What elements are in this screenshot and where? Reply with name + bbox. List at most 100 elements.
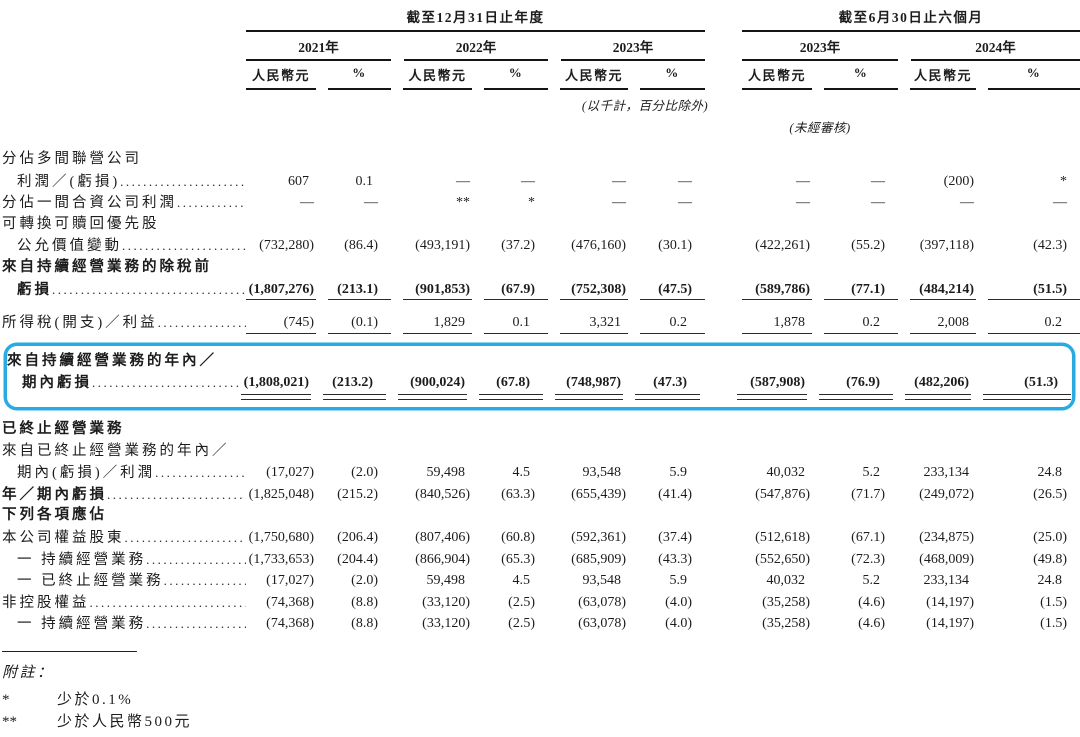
section-header-row: 下列各項應佔 — [2, 505, 1078, 527]
row-label: 公允價值變動 — [2, 235, 246, 257]
value-h1-2023-rmb: 40,032 — [766, 465, 806, 481]
value-h1-2023-rmb: — — [796, 195, 810, 211]
column-gap — [705, 462, 742, 484]
row-label: 已終止經營業務 — [2, 420, 125, 437]
value-h1-2024-rmb: (468,009) — [919, 551, 974, 567]
value-fy2023-pct: (30.1) — [658, 238, 692, 254]
year-2023-header: 2023年 — [561, 32, 705, 61]
value-h1-2023-pct: (77.1) — [812, 279, 898, 301]
value-h1-2024-pct: (26.5) — [1033, 486, 1067, 502]
dot-leader — [122, 235, 246, 257]
value-fy2022-rmb: 1,829 — [391, 312, 472, 334]
value-fy2021-pct: (8.8) — [351, 594, 378, 610]
currency-unit-header: 人民幣元 — [246, 61, 316, 90]
value-h1-2023-pct: (67.1) — [851, 529, 885, 545]
table-row: 分佔多間聯營公司 — [2, 149, 1078, 171]
value-fy2021-rmb: — — [300, 195, 314, 211]
row-label: 利潤／(虧損) — [2, 171, 246, 193]
row-label: 來自持續經營業務的除稅前 — [2, 258, 212, 275]
value-fy2023-pct: (41.4) — [658, 486, 692, 502]
row-label: 分佔一間合資公司利潤 — [2, 192, 246, 214]
value-h1-2024-rmb: (14,197) — [926, 594, 974, 610]
value-fy2023-pct: (43.3) — [658, 551, 692, 567]
value-fy2022-rmb: (33,120) — [422, 616, 470, 632]
value-fy2023-pct: (4.0) — [665, 616, 692, 632]
value-h1-2024-rmb: 2,008 — [898, 312, 976, 334]
value-fy2021-rmb: (732,280) — [259, 238, 314, 254]
row-label: 所得稅(開支)／利益 — [2, 312, 246, 334]
value-fy2022-pct: (67.9) — [472, 279, 548, 301]
row-label: 期內(虧損)／利潤 — [2, 462, 246, 484]
value-h1-2023-rmb: 1,878 — [742, 312, 812, 334]
dot-leader — [120, 171, 246, 193]
value-fy2021-rmb: (745) — [246, 312, 316, 334]
annual-period-group-title: 截至12月31日止年度 — [246, 6, 705, 32]
value-fy2022-pct: — — [521, 173, 535, 189]
column-gap — [705, 527, 742, 549]
value-h1-2024-rmb: (484,214) — [898, 279, 976, 301]
value-fy2023-rmb: (752,308) — [548, 279, 628, 301]
value-h1-2024-pct: (1.5) — [1040, 616, 1067, 632]
footnote-item: * 少於0.1% — [2, 689, 1078, 711]
row-label: 本公司權益股東 — [2, 527, 246, 549]
value-h1-2023-pct: 0.2 — [812, 312, 898, 334]
value-h1-2024-rmb: (397,118) — [919, 238, 974, 254]
value-h1-2024-rmb: 233,134 — [923, 465, 970, 481]
value-fy2021-rmb: (17,027) — [266, 573, 314, 589]
value-fy2022-rmb: (33,120) — [422, 594, 470, 610]
value-fy2022-pct: (37.2) — [501, 238, 535, 254]
value-h1-2023-pct: (4.6) — [858, 616, 885, 632]
value-fy2023-rmb: 93,548 — [582, 573, 622, 589]
value-h1-2023-rmb: (35,258) — [762, 594, 810, 610]
footnote-marker: ** — [2, 713, 17, 730]
unaudited-note-row: (未經審核) — [2, 114, 1078, 136]
column-gap — [705, 484, 742, 506]
value-h1-2024-pct: * — [1060, 173, 1067, 189]
value-fy2021-pct: (213.2) — [311, 372, 386, 400]
table-row: 一 已終止經營業務 (17,027) (2.0) 59,498 4.5 93,548 5.9… — [2, 570, 1078, 592]
value-h1-2024-pct: — — [1053, 195, 1067, 211]
value-fy2023-rmb: — — [612, 195, 626, 211]
table-row: 來自持續經營業務的年內／ — [7, 351, 1072, 373]
value-fy2023-rmb: (476,160) — [571, 238, 626, 254]
table-row: 所得稅(開支)／利益(745)(0.1)1,8290.13,3210.21,87… — [2, 312, 1080, 334]
row-label: 來自持續經營業務的年內／ — [7, 352, 217, 369]
column-gap — [705, 570, 742, 592]
dot-leader — [52, 279, 246, 301]
year-2022-header: 2022年 — [404, 32, 548, 61]
value-fy2023-pct: (47.3) — [623, 372, 700, 400]
value-h1-2023-rmb: — — [796, 173, 810, 189]
value-h1-2024-pct: (42.3) — [1033, 238, 1067, 254]
table-row: 年／期內虧損(1,825,048) (215.2) (840,526) (63.3) (… — [2, 484, 1078, 506]
column-gap — [705, 279, 742, 301]
value-fy2022-rmb: 59,498 — [426, 465, 466, 481]
value-fy2022-rmb: (900,024) — [386, 372, 467, 400]
value-fy2022-pct: 0.1 — [472, 312, 548, 334]
row-label: 可轉換可贖回優先股 — [2, 215, 160, 232]
row-label: 來自已終止經營業務的年內／ — [2, 442, 230, 459]
dot-leader — [146, 613, 246, 635]
dot-leader — [107, 484, 246, 506]
value-h1-2024-pct: (25.0) — [1033, 529, 1067, 545]
value-fy2022-pct: * — [528, 195, 535, 211]
dot-leader — [164, 570, 246, 592]
value-fy2021-pct: (2.0) — [351, 465, 378, 481]
value-fy2021-pct: (8.8) — [351, 616, 378, 632]
unit-header-row: 人民幣元 % 人民幣元 % 人民幣元 % 人民幣元 % 人民幣元 % — [2, 61, 1080, 90]
percent-unit-header: % — [640, 61, 705, 90]
column-gap — [705, 312, 742, 334]
row-label: 一 已終止經營業務 — [2, 570, 246, 592]
scale-note-row: (以千計，百分比除外) — [2, 90, 1078, 114]
thousands-note: (以千計，百分比除外) — [581, 99, 709, 113]
year-2021-header: 2021年 — [246, 32, 391, 61]
footnote-item: ** 少於人民幣500元 — [2, 711, 1078, 733]
value-fy2021-pct: (213.1) — [316, 279, 391, 301]
value-fy2022-pct: (67.8) — [467, 372, 543, 400]
currency-unit-header: 人民幣元 — [560, 61, 628, 90]
value-fy2023-rmb: — — [612, 173, 626, 189]
value-fy2023-rmb: 93,548 — [582, 465, 622, 481]
value-fy2023-rmb: (748,987) — [543, 372, 623, 400]
value-fy2022-pct: 4.5 — [512, 573, 531, 589]
highlight-box: 來自持續經營業務的年內／ 期內虧損(1,808,021)(213.2)(900,0… — [7, 346, 1072, 407]
interim-2023-header: 2023年 — [742, 32, 898, 61]
